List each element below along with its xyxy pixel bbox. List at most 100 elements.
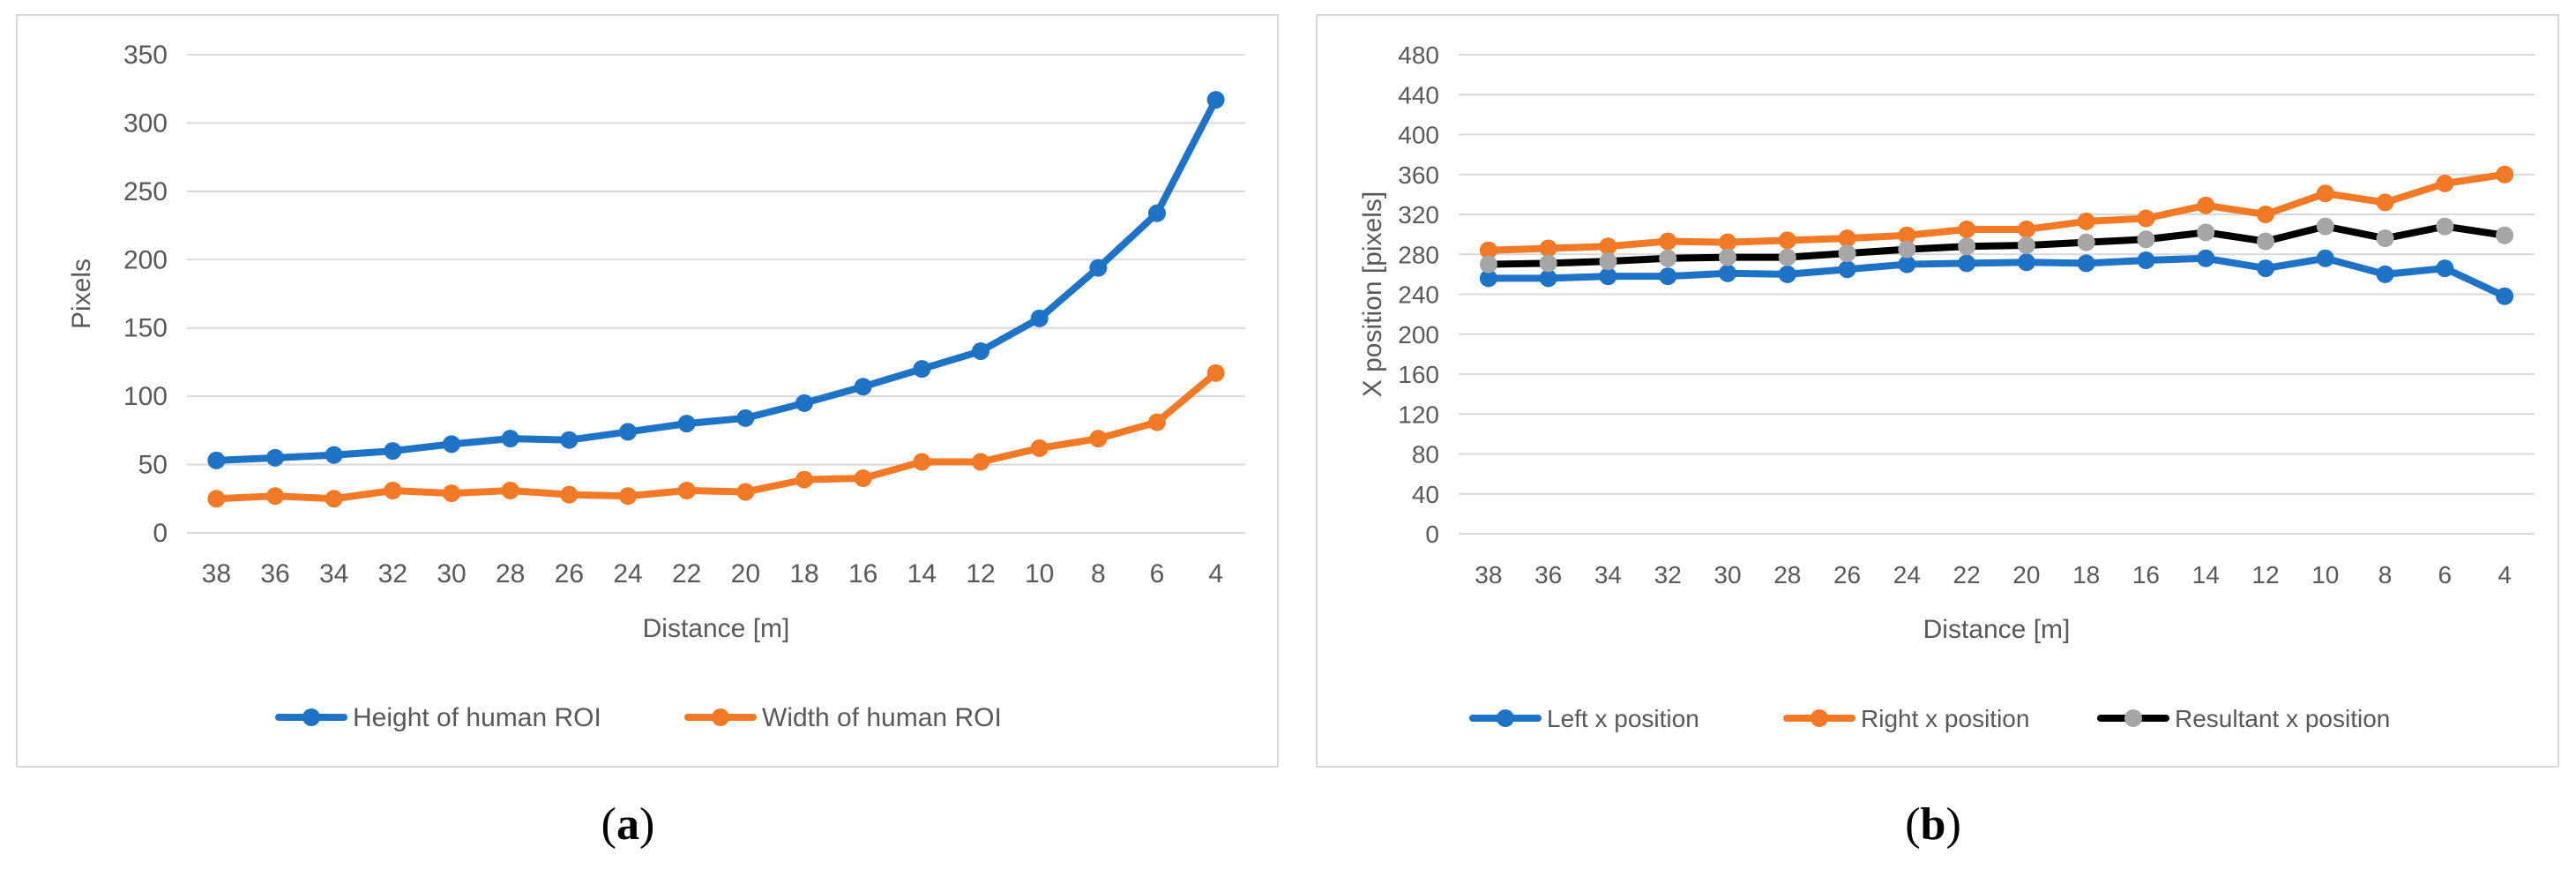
x-tick-label-a: 28 (496, 559, 525, 588)
data-point-left-x-position (1898, 255, 1916, 274)
x-tick-label-b: 34 (1594, 561, 1622, 588)
series-line-width-of-human-roi (213, 369, 1220, 503)
x-tick-label-b: 4 (2498, 561, 2512, 588)
legend-label-right-x-position: Right x position (1861, 705, 2029, 732)
y-tick-label-a: 200 (123, 245, 168, 274)
x-tick-label-a: 26 (555, 559, 584, 588)
legend-label-left-x-position: Left x position (1547, 705, 1699, 732)
data-point-height-of-human-roi (443, 435, 460, 453)
x-tick-label-b: 14 (2192, 561, 2220, 588)
data-point-width-of-human-roi (795, 470, 813, 489)
data-point-right-x-position (2197, 196, 2215, 214)
data-point-width-of-human-roi (560, 485, 579, 504)
data-point-right-x-position (2496, 165, 2514, 184)
data-point-right-x-position (1958, 220, 1976, 238)
data-point-height-of-human-roi (325, 446, 343, 464)
x-tick-label-a: 32 (378, 559, 407, 588)
y-tick-label-b: 360 (1398, 161, 1439, 189)
data-point-right-x-position (2436, 174, 2454, 192)
data-point-resultant-x-position (1838, 244, 1856, 263)
data-point-right-x-position (2137, 209, 2155, 228)
data-point-height-of-human-roi (266, 448, 284, 467)
x-tick-label-b: 8 (2378, 561, 2393, 588)
data-point-left-x-position (2257, 259, 2274, 278)
legend-marker-left-x-position (1497, 709, 1514, 727)
data-point-height-of-human-roi (854, 378, 872, 396)
x-tick-label-a: 4 (1208, 559, 1223, 588)
y-tick-label-b: 320 (1398, 201, 1439, 229)
data-point-height-of-human-roi (795, 394, 813, 412)
data-point-height-of-human-roi (619, 423, 637, 441)
data-point-resultant-x-position (1958, 237, 1976, 256)
data-point-width-of-human-roi (1148, 413, 1166, 431)
x-tick-label-b: 30 (1714, 561, 1741, 588)
x-tick-label-a: 8 (1091, 559, 1106, 588)
data-point-right-x-position (2376, 193, 2394, 212)
x-tick-label-b: 16 (2132, 561, 2160, 588)
y-axis-title-b: X position [pixels] (1358, 191, 1387, 397)
y-tick-label-a: 100 (123, 382, 168, 411)
data-point-left-x-position (1719, 264, 1736, 282)
data-point-left-x-position (2376, 265, 2394, 283)
data-point-width-of-human-roi (677, 481, 696, 499)
x-tick-label-b: 20 (2012, 561, 2040, 588)
x-tick-label-b: 32 (1654, 561, 1682, 588)
data-point-resultant-x-position (1599, 252, 1617, 271)
legend-marker-resultant-x-position (2124, 709, 2142, 727)
data-point-resultant-x-position (2376, 229, 2394, 248)
y-tick-label-a: 0 (153, 519, 168, 548)
data-point-resultant-x-position (2316, 217, 2334, 236)
x-tick-label-a: 24 (613, 559, 642, 588)
caption-a-letter: a (616, 799, 639, 850)
data-point-resultant-x-position (1778, 248, 1796, 266)
data-point-right-x-position (1539, 239, 1557, 258)
data-point-width-of-human-roi (854, 469, 872, 488)
x-tick-label-b: 18 (2072, 561, 2100, 588)
data-point-height-of-human-roi (972, 342, 989, 361)
data-point-height-of-human-roi (1206, 91, 1225, 109)
x-tick-label-a: 34 (319, 559, 348, 588)
data-point-resultant-x-position (1719, 248, 1736, 266)
data-point-width-of-human-roi (325, 490, 343, 508)
data-point-right-x-position (2257, 206, 2274, 223)
series-line-left-x-position (1484, 254, 2509, 300)
y-tick-label-b: 400 (1398, 122, 1439, 149)
data-point-right-x-position (2077, 212, 2095, 230)
x-tick-label-b: 36 (1534, 561, 1562, 588)
data-point-left-x-position (2077, 254, 2095, 273)
chart-panel-b: 0 40 80 120 160 200 240 280 320 360 400 440 480 38 36 3… (1316, 14, 2559, 768)
y-tick-label-b: 160 (1398, 361, 1439, 388)
data-point-right-x-position (1838, 229, 1856, 248)
y-tick-label-a: 150 (123, 314, 168, 343)
data-point-right-x-position (1778, 231, 1796, 250)
data-point-left-x-position (2017, 253, 2035, 272)
data-point-resultant-x-position (2436, 217, 2454, 236)
x-tick-label-a: 18 (789, 559, 818, 588)
data-point-left-x-position (2316, 249, 2334, 267)
data-point-resultant-x-position (1539, 254, 1557, 273)
data-point-right-x-position (1599, 237, 1617, 256)
legend-marker-height-of-human-roi (302, 708, 320, 726)
data-point-width-of-human-roi (1206, 364, 1225, 382)
x-tick-label-a: 38 (202, 559, 231, 588)
y-tick-label-b: 40 (1412, 481, 1439, 508)
data-point-left-x-position (1599, 267, 1617, 286)
x-axis-title-b: Distance [m] (1923, 615, 2071, 644)
data-point-resultant-x-position (2137, 230, 2155, 249)
data-point-width-of-human-roi (384, 481, 402, 499)
y-tick-label-b: 280 (1398, 241, 1439, 268)
data-point-width-of-human-roi (736, 483, 755, 501)
x-tick-label-b: 26 (1833, 561, 1861, 588)
data-point-width-of-human-roi (1030, 438, 1049, 457)
data-point-width-of-human-roi (501, 481, 519, 499)
y-tick-label-a: 350 (123, 41, 168, 70)
data-point-width-of-human-roi (972, 453, 989, 471)
x-tick-label-a: 14 (907, 559, 937, 588)
data-point-height-of-human-roi (677, 415, 696, 433)
y-tick-label-b: 80 (1412, 441, 1439, 468)
data-point-height-of-human-roi (1148, 204, 1166, 222)
data-point-height-of-human-roi (560, 431, 579, 449)
data-point-height-of-human-roi (1089, 259, 1108, 277)
legend-label-resultant-x-position: Resultant x position (2175, 705, 2390, 732)
y-axis-title-a: Pixels (67, 259, 96, 329)
